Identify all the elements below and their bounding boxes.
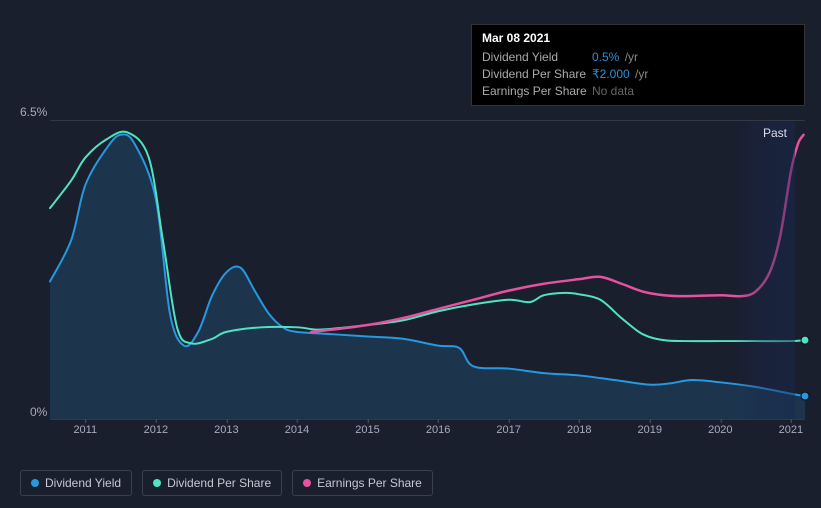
x-axis-tick-label: 2015 <box>355 424 379 436</box>
legend-dot-icon <box>153 479 161 487</box>
series-line <box>311 135 804 332</box>
chart-plot-area[interactable] <box>50 120 805 420</box>
legend-dot-icon <box>303 479 311 487</box>
series-end-marker <box>801 336 809 344</box>
tooltip-row-label: Dividend Yield <box>482 48 592 65</box>
x-axis-tick-label: 2016 <box>426 424 450 436</box>
chart-container: 6.5% 0% Past 201120122013201420152016201… <box>20 100 805 450</box>
x-axis-tick-label: 2021 <box>779 424 803 436</box>
tooltip-table: Dividend Yield0.5% /yrDividend Per Share… <box>482 48 794 99</box>
legend-item[interactable]: Earnings Per Share <box>292 470 433 496</box>
legend-label: Dividend Per Share <box>167 476 271 490</box>
legend-label: Dividend Yield <box>45 476 121 490</box>
y-axis-min-label: 0% <box>30 405 47 419</box>
legend-item[interactable]: Dividend Yield <box>20 470 132 496</box>
x-axis-tick-label: 2017 <box>496 424 520 436</box>
tooltip-date: Mar 08 2021 <box>482 31 794 45</box>
x-axis-tick-label: 2012 <box>144 424 168 436</box>
x-axis-tick-label: 2020 <box>708 424 732 436</box>
series-fill <box>50 134 805 419</box>
chart-legend: Dividend Yield Dividend Per Share Earnings… <box>20 470 433 496</box>
tooltip-row-value: ₹2.000 /yr <box>592 65 794 82</box>
x-axis-tick-label: 2011 <box>73 424 97 436</box>
tooltip-row-label: Dividend Per Share <box>482 65 592 82</box>
legend-label: Earnings Per Share <box>317 476 422 490</box>
x-axis-tick-label: 2013 <box>214 424 238 436</box>
tooltip-row: Earnings Per ShareNo data <box>482 82 794 99</box>
past-label: Past <box>763 126 787 140</box>
chart-svg <box>50 121 805 419</box>
series-end-marker <box>801 392 809 400</box>
tooltip-row-value: 0.5% /yr <box>592 48 794 65</box>
tooltip-row: Dividend Yield0.5% /yr <box>482 48 794 65</box>
x-axis-tick-label: 2014 <box>285 424 309 436</box>
tooltip-row-label: Earnings Per Share <box>482 82 592 99</box>
legend-dot-icon <box>31 479 39 487</box>
chart-tooltip: Mar 08 2021 Dividend Yield0.5% /yrDivide… <box>471 24 805 106</box>
y-axis-max-label: 6.5% <box>20 105 47 119</box>
legend-item[interactable]: Dividend Per Share <box>142 470 282 496</box>
tooltip-row-value: No data <box>592 82 794 99</box>
x-axis-tick-label: 2018 <box>567 424 591 436</box>
x-axis-ticks: 2011 2012 2013 2014 2015 2016 2017 2018 2019 2020… <box>50 424 805 440</box>
tooltip-row: Dividend Per Share₹2.000 /yr <box>482 65 794 82</box>
x-axis-tick-label: 2019 <box>638 424 662 436</box>
past-shading <box>735 121 795 419</box>
